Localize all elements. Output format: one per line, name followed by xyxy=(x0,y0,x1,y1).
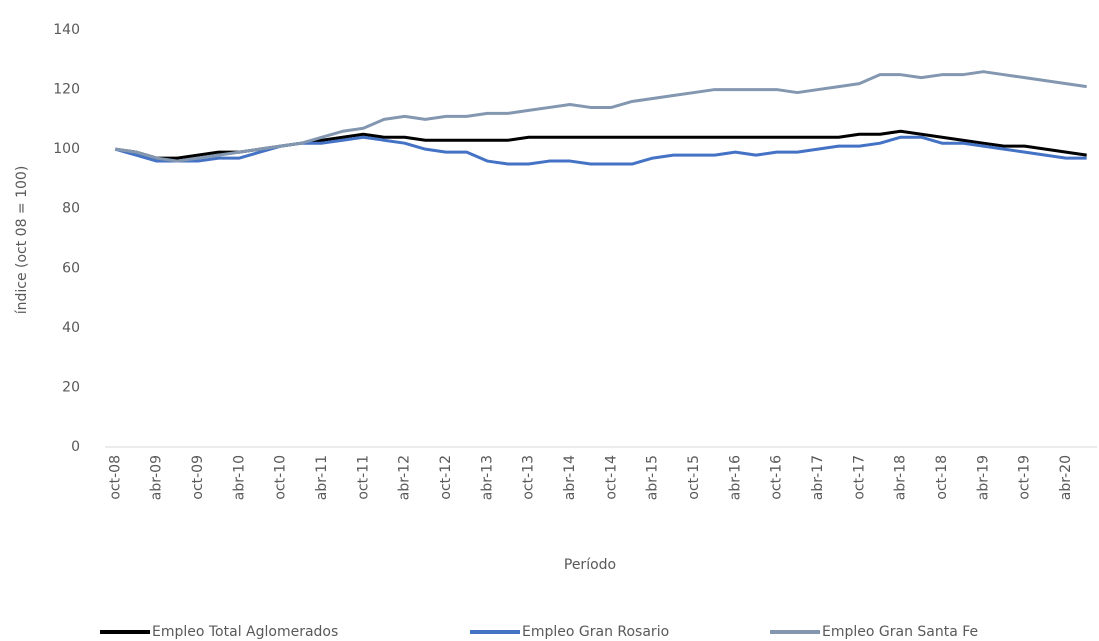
x-tick-label: oct-15 xyxy=(686,455,702,500)
x-tick-label: oct-11 xyxy=(355,455,371,500)
x-tick-label: oct-19 xyxy=(1017,455,1033,500)
y-tick-label: 140 xyxy=(53,22,80,38)
legend-label: Empleo Gran Rosario xyxy=(522,624,669,640)
y-tick-label: 20 xyxy=(62,379,80,395)
x-tick-label: abr-18 xyxy=(893,455,909,500)
x-tick-label: abr-17 xyxy=(810,455,826,500)
y-tick-label: 120 xyxy=(53,82,80,98)
x-tick-label: abr-15 xyxy=(645,455,661,500)
y-tick-label: 0 xyxy=(71,439,80,455)
x-tick-label: oct-18 xyxy=(934,455,950,500)
legend-label: Empleo Gran Santa Fe xyxy=(822,624,978,640)
x-tick-label: abr-20 xyxy=(1058,455,1074,500)
x-tick-label: abr-11 xyxy=(314,455,330,500)
x-tick-label: oct-16 xyxy=(769,455,785,500)
x-tick-label: oct-12 xyxy=(438,455,454,500)
line-series xyxy=(115,129,1087,160)
y-tick-label: 80 xyxy=(62,201,80,217)
x-tick-label: abr-12 xyxy=(397,455,413,500)
y-tick-label: 60 xyxy=(62,260,80,276)
x-axis-label: Período xyxy=(564,557,616,573)
x-tick-label: abr-09 xyxy=(149,455,165,500)
y-tick-label: 40 xyxy=(62,320,80,336)
x-tick-label: oct-09 xyxy=(190,455,206,500)
x-tick-label: abr-19 xyxy=(975,455,991,500)
x-tick-label: abr-14 xyxy=(562,455,578,500)
x-tick-label: oct-10 xyxy=(273,455,289,500)
legend-label: Empleo Total Aglomerados xyxy=(152,624,338,640)
x-tick-label: oct-13 xyxy=(521,455,537,500)
x-tick-label: oct-17 xyxy=(851,455,867,500)
y-axis-label: índice (oct 08 = 100) xyxy=(14,166,30,315)
line-series xyxy=(115,70,1087,163)
x-tick-label: abr-16 xyxy=(727,455,743,500)
x-tick-label: abr-10 xyxy=(231,455,247,500)
x-tick-label: abr-13 xyxy=(479,455,495,500)
x-tick-label: oct-08 xyxy=(107,455,123,500)
line-series xyxy=(114,135,1087,166)
y-tick-label: 100 xyxy=(53,141,80,157)
x-tick-label: oct-14 xyxy=(603,455,619,500)
